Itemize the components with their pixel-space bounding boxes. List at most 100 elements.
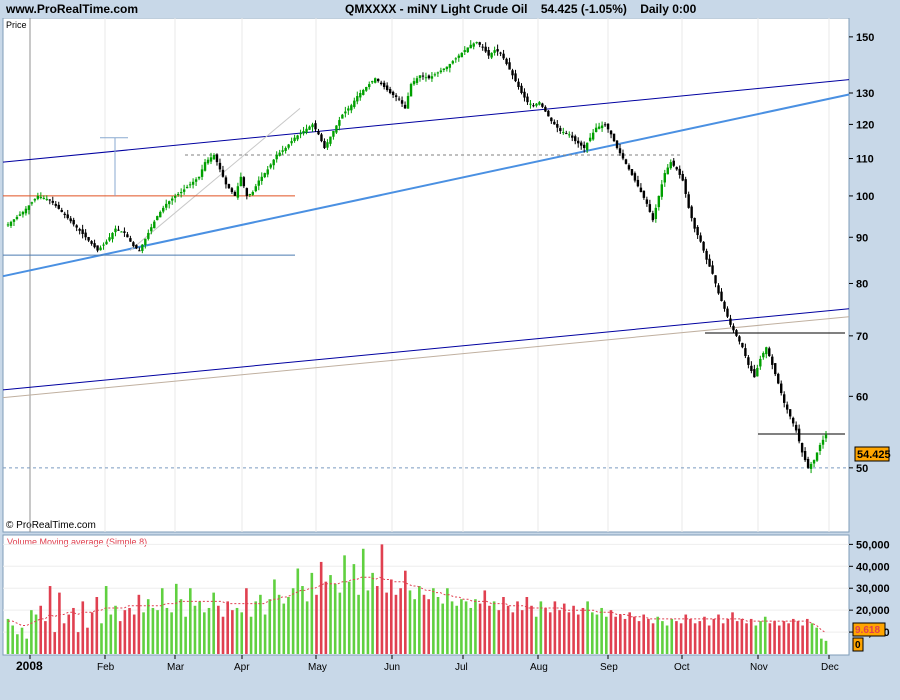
candle-body [565, 133, 568, 135]
candle-body [762, 353, 765, 358]
candle-body [18, 214, 22, 216]
volume-bar [446, 588, 449, 654]
candle-body [463, 50, 466, 52]
candle-body [72, 219, 75, 225]
volume-bar [422, 594, 426, 654]
candle-body [753, 369, 756, 378]
volume-bar [483, 590, 487, 654]
candle-body [756, 367, 759, 377]
candle-body [702, 241, 705, 251]
candle-body [356, 96, 359, 102]
candle-body [666, 167, 669, 175]
candle-body [445, 66, 449, 70]
candle-body [806, 458, 810, 468]
candle-body [747, 357, 750, 365]
candle-body [63, 213, 66, 216]
candle-body [406, 96, 410, 109]
candle-body [347, 108, 350, 111]
volume-gridlines [3, 543, 849, 633]
candle-body [744, 348, 747, 356]
candle-body [487, 50, 490, 56]
candle-body [412, 81, 416, 85]
volume-bar [48, 586, 52, 654]
volume-bar [58, 592, 61, 654]
trend-line [2, 93, 850, 278]
candle-body [30, 202, 34, 204]
volume-bar [207, 607, 211, 654]
volume-bar [820, 638, 823, 654]
volume-bar [558, 610, 561, 654]
site-name[interactable]: www.ProRealTime.com [6, 2, 139, 16]
candle-body [314, 123, 317, 130]
candle-body [517, 81, 520, 88]
volume-bar [754, 625, 758, 654]
candle-body [123, 231, 126, 233]
volume-bar [203, 612, 206, 654]
candle-body [812, 460, 816, 464]
candle-body [699, 235, 702, 242]
volume-bar [796, 621, 800, 654]
candle-body [630, 169, 634, 175]
candle-body [284, 147, 287, 151]
volume-bar [773, 621, 776, 654]
volume-bar [553, 601, 557, 654]
candle-body [153, 221, 156, 229]
volume-bar [427, 599, 430, 654]
candle-body [654, 207, 658, 220]
candle-body [368, 84, 371, 88]
volume-bar [128, 607, 131, 654]
candle-body [69, 218, 72, 222]
price-tick-label: 90 [856, 232, 868, 244]
price-tick-label: 50 [856, 463, 868, 475]
price-volume-chart[interactable]: Price © ProRealTime.com 50 60 70 80 90 100 110… [0, 18, 900, 700]
candle-body [185, 186, 189, 189]
candle-body [308, 126, 311, 130]
volume-bar [156, 610, 159, 654]
candle-body [496, 49, 499, 52]
volume-bar [151, 607, 155, 654]
candle-body [574, 136, 577, 142]
candle-body [499, 52, 502, 54]
candle-body [21, 211, 25, 215]
volume-bar [16, 634, 19, 654]
candle-body [114, 228, 117, 233]
candle-body [269, 164, 272, 168]
volume-bar [460, 599, 463, 654]
volume-bar [90, 612, 94, 654]
volume-bar [619, 614, 622, 654]
volume-bar [749, 618, 753, 654]
candle-body [585, 142, 589, 150]
candle-body [788, 409, 792, 417]
candle-body [818, 444, 822, 452]
candle-body [36, 195, 40, 199]
volume-bar [759, 621, 762, 654]
volume-bar [576, 614, 580, 654]
candle-body [553, 121, 556, 125]
candle-body [475, 42, 478, 44]
candle-body [559, 128, 562, 131]
candle-body [162, 207, 165, 212]
volume-bar [717, 614, 720, 654]
candle-body [568, 134, 571, 136]
candle-body [529, 103, 532, 105]
candle-body [221, 169, 225, 177]
volume-bar [735, 621, 739, 654]
volume-bar [249, 616, 253, 654]
candle-body [624, 159, 628, 164]
volume-bar [488, 605, 491, 654]
candle-body [591, 132, 595, 140]
candle-body [547, 110, 550, 117]
volume-bar [534, 616, 538, 654]
candle-body [90, 241, 93, 244]
volume-bar [305, 601, 309, 654]
volume-bar [590, 612, 594, 654]
date-tick-label: Jun [384, 662, 400, 673]
candle-body [785, 404, 789, 410]
volume-bar [6, 618, 10, 654]
volume-bars [6, 544, 828, 654]
candle-body [332, 130, 335, 137]
volume-bar [324, 581, 328, 654]
volume-bar [562, 603, 566, 654]
candle-body [376, 78, 380, 82]
candle-body [717, 285, 720, 294]
